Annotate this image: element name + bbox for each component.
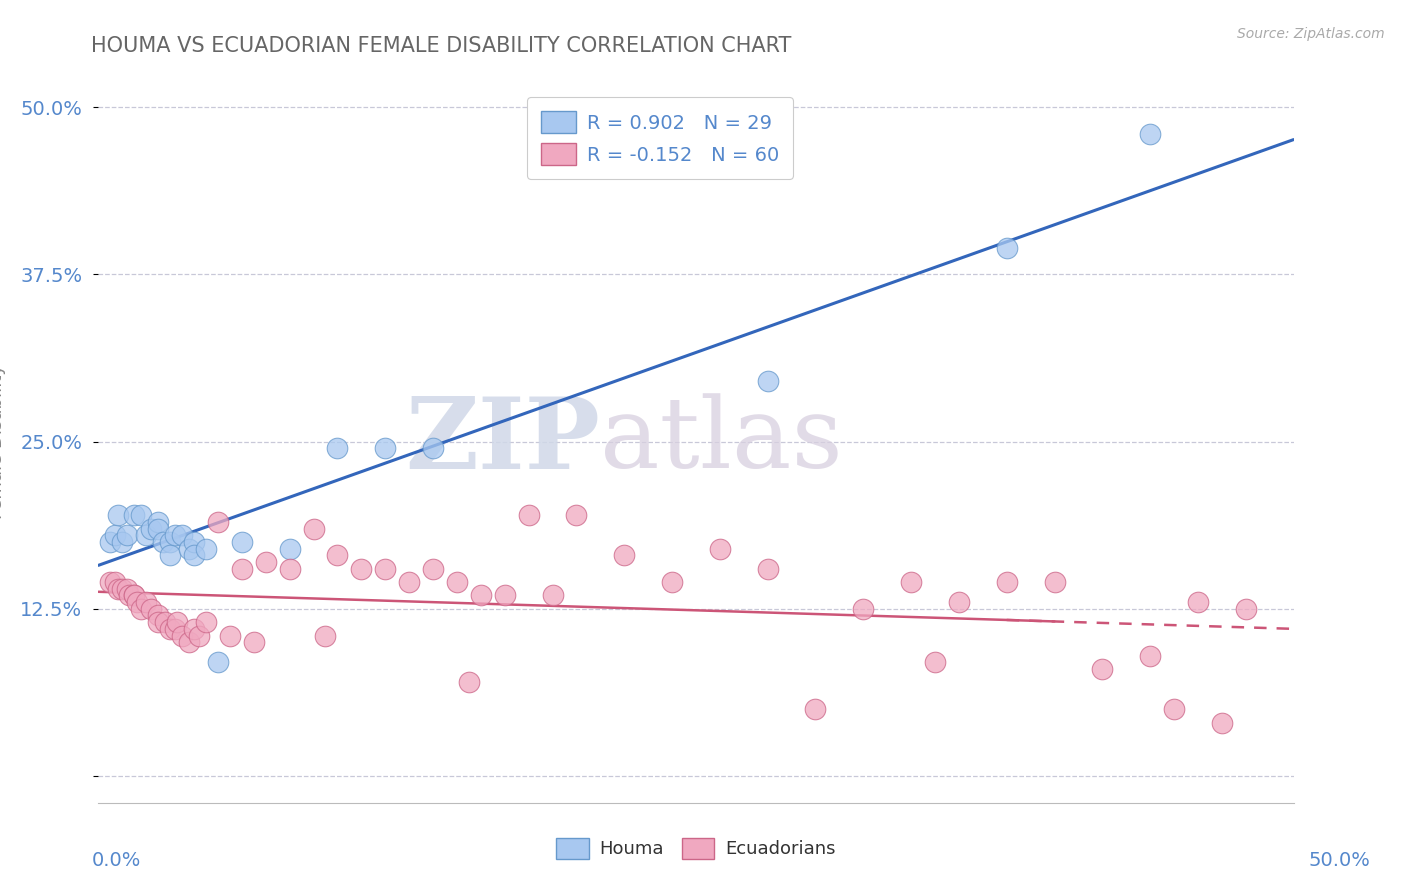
Point — [278, 562, 301, 576]
Point — [104, 575, 127, 590]
Point — [326, 548, 349, 563]
Point — [124, 508, 146, 523]
Point — [195, 541, 218, 556]
Point — [804, 702, 827, 716]
Point — [422, 562, 444, 576]
Point — [139, 521, 162, 535]
Point — [148, 521, 170, 535]
Point — [852, 602, 875, 616]
Point — [254, 555, 277, 569]
Text: ZIP: ZIP — [405, 393, 600, 490]
Point — [1043, 575, 1066, 590]
Point — [172, 528, 194, 542]
Point — [374, 562, 396, 576]
Point — [398, 575, 420, 590]
Point — [995, 240, 1018, 255]
Point — [179, 635, 201, 649]
Point — [139, 602, 162, 616]
Point — [183, 535, 205, 549]
Legend: Houma, Ecuadorians: Houma, Ecuadorians — [548, 830, 844, 866]
Point — [470, 589, 492, 603]
Point — [613, 548, 636, 563]
Point — [1163, 702, 1185, 716]
Point — [207, 515, 229, 529]
Point — [756, 375, 779, 389]
Point — [661, 575, 683, 590]
Point — [756, 562, 779, 576]
Point — [135, 595, 157, 609]
Point — [1139, 127, 1161, 141]
Point — [115, 528, 138, 542]
Point — [155, 615, 177, 630]
Point — [163, 622, 186, 636]
Point — [422, 442, 444, 455]
Point — [166, 615, 188, 630]
Point — [152, 535, 174, 549]
Text: 0.0%: 0.0% — [91, 851, 141, 871]
Point — [374, 442, 396, 455]
Point — [148, 615, 170, 630]
Point — [124, 589, 146, 603]
Point — [115, 582, 138, 596]
Point — [924, 655, 946, 669]
Point — [1187, 595, 1209, 609]
Point — [219, 629, 242, 643]
Text: atlas: atlas — [600, 393, 844, 490]
Point — [98, 575, 122, 590]
Point — [302, 521, 325, 535]
Point — [517, 508, 540, 523]
Point — [107, 508, 129, 523]
Point — [231, 562, 253, 576]
Point — [163, 528, 186, 542]
Point — [458, 675, 481, 690]
Point — [159, 548, 181, 563]
Point — [278, 541, 301, 556]
Point — [104, 528, 127, 542]
Text: HOUMA VS ECUADORIAN FEMALE DISABILITY CORRELATION CHART: HOUMA VS ECUADORIAN FEMALE DISABILITY CO… — [91, 36, 792, 55]
Point — [565, 508, 588, 523]
Point — [995, 575, 1018, 590]
Point — [111, 582, 134, 596]
Point — [179, 541, 201, 556]
Point — [111, 535, 134, 549]
Point — [1211, 715, 1233, 730]
Y-axis label: Female Disability: Female Disability — [0, 364, 7, 519]
Point — [1091, 662, 1114, 676]
Point — [183, 548, 205, 563]
Point — [159, 535, 181, 549]
Point — [172, 629, 194, 643]
Point — [446, 575, 468, 590]
Point — [135, 528, 157, 542]
Point — [159, 622, 181, 636]
Point — [350, 562, 373, 576]
Point — [900, 575, 922, 590]
Point — [315, 629, 337, 643]
Point — [107, 582, 129, 596]
Point — [131, 508, 153, 523]
Point — [1234, 602, 1257, 616]
Point — [125, 595, 148, 609]
Point — [1139, 648, 1161, 663]
Point — [195, 615, 218, 630]
Point — [948, 595, 970, 609]
Point — [207, 655, 229, 669]
Point — [148, 515, 170, 529]
Point — [326, 442, 349, 455]
Point — [187, 629, 209, 643]
Text: 50.0%: 50.0% — [1309, 851, 1371, 871]
Point — [98, 535, 122, 549]
Point — [231, 535, 253, 549]
Text: Source: ZipAtlas.com: Source: ZipAtlas.com — [1237, 27, 1385, 41]
Point — [494, 589, 516, 603]
Point — [118, 589, 141, 603]
Point — [124, 589, 146, 603]
Point — [541, 589, 564, 603]
Point — [148, 608, 170, 623]
Point — [183, 622, 205, 636]
Point — [243, 635, 266, 649]
Point — [709, 541, 731, 556]
Point — [131, 602, 153, 616]
